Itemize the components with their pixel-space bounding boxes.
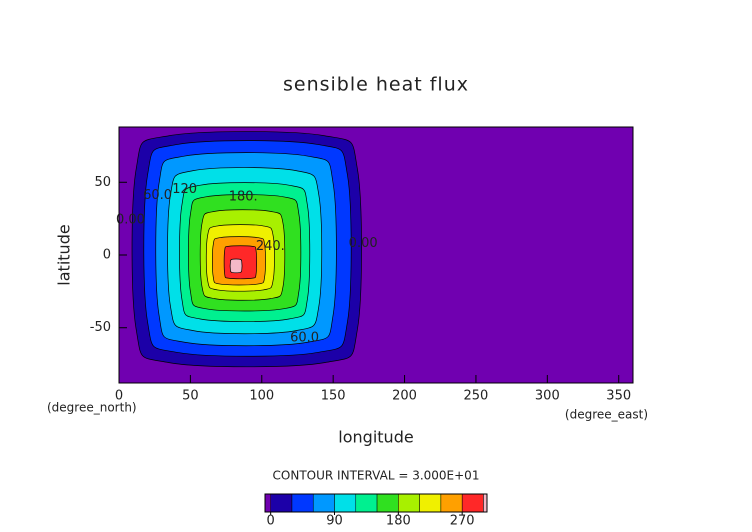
- x-tick-label: 150: [321, 389, 346, 404]
- x-tick-label: 350: [606, 389, 631, 404]
- contour-label: 180.: [229, 189, 258, 204]
- colorbar-cell: [461, 493, 484, 513]
- chart-title: sensible heat flux: [283, 74, 469, 96]
- x-tick-label: 300: [535, 389, 560, 404]
- colorbar-tick-label: 90: [326, 514, 343, 529]
- x-tick-label: 0: [115, 389, 123, 404]
- contour-label: 120: [172, 182, 197, 197]
- colorbar-frame: [264, 493, 488, 513]
- contour-label: 0.00: [349, 236, 378, 251]
- y-unit: (degree_north): [47, 401, 137, 415]
- colorbar-tick-label: 0: [267, 514, 275, 529]
- colorbar-cell: [291, 493, 314, 513]
- x-tick-label: 250: [464, 389, 489, 404]
- x-unit: (degree_east): [565, 408, 648, 422]
- contour-label: 60.0: [290, 330, 319, 345]
- x-tick-label: 100: [249, 389, 274, 404]
- y-axis-label: latitude: [55, 224, 74, 285]
- y-tick-label: 50: [94, 175, 111, 190]
- colorbar-cell: [265, 494, 271, 512]
- colorbar-cell: [419, 493, 442, 513]
- colorbar-cell: [312, 493, 335, 513]
- contour-label: 240.: [256, 239, 285, 254]
- y-tick-label: 0: [103, 248, 111, 263]
- contour-label: 0.00: [116, 213, 145, 228]
- colorbar-tick-label: 270: [450, 514, 475, 529]
- colorbar-cell: [440, 493, 463, 513]
- contour-band: [229, 258, 243, 274]
- colorbar-cell: [270, 493, 293, 513]
- colorbar-cell: [398, 493, 420, 513]
- x-tick-label: 50: [182, 389, 199, 404]
- colorbar-cell: [483, 493, 488, 513]
- x-tick-label: 200: [392, 389, 417, 404]
- colorbar-tick-label: 180: [386, 514, 411, 529]
- colorbar-cell: [376, 493, 399, 513]
- y-tick-label: -50: [90, 320, 111, 335]
- colorbar-cell: [334, 493, 357, 513]
- contours: [131, 131, 362, 368]
- x-axis-label: longitude: [338, 428, 413, 447]
- contour-interval: CONTOUR INTERVAL = 3.000E+01: [273, 469, 480, 483]
- contour-label: 60.0: [143, 188, 172, 203]
- colorbar-cell: [355, 493, 378, 513]
